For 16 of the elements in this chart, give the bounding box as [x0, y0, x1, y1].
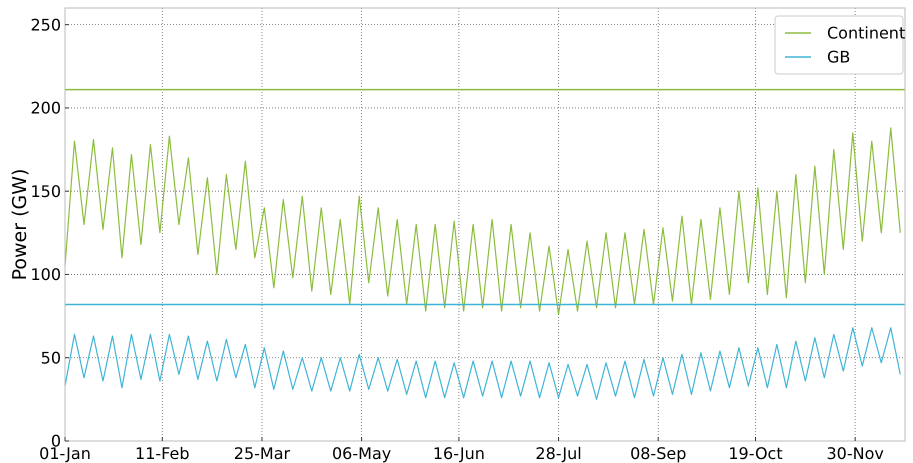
x-tick-label: 19-Oct: [728, 444, 783, 463]
y-tick-label: 100: [30, 265, 61, 284]
legend-label: Continent: [827, 24, 906, 43]
y-tick-label: 200: [30, 98, 61, 118]
y-tick-label: 250: [30, 15, 61, 34]
y-tick-label: 50: [40, 348, 61, 368]
legend-label: GB: [827, 48, 850, 67]
x-tick-label: 25-Mar: [234, 444, 291, 463]
x-tick-label: 28-Jul: [535, 444, 582, 463]
x-tick-label: 30-Nov: [826, 444, 884, 463]
y-tick-label: 150: [30, 182, 61, 201]
y-axis-title: Power (GW): [9, 168, 31, 280]
x-tick-label: 11-Feb: [135, 444, 190, 463]
x-tick-label: 16-Jun: [432, 444, 485, 463]
x-tick-label: 08-Sep: [630, 444, 686, 463]
x-tick-label: 06-May: [332, 444, 392, 463]
